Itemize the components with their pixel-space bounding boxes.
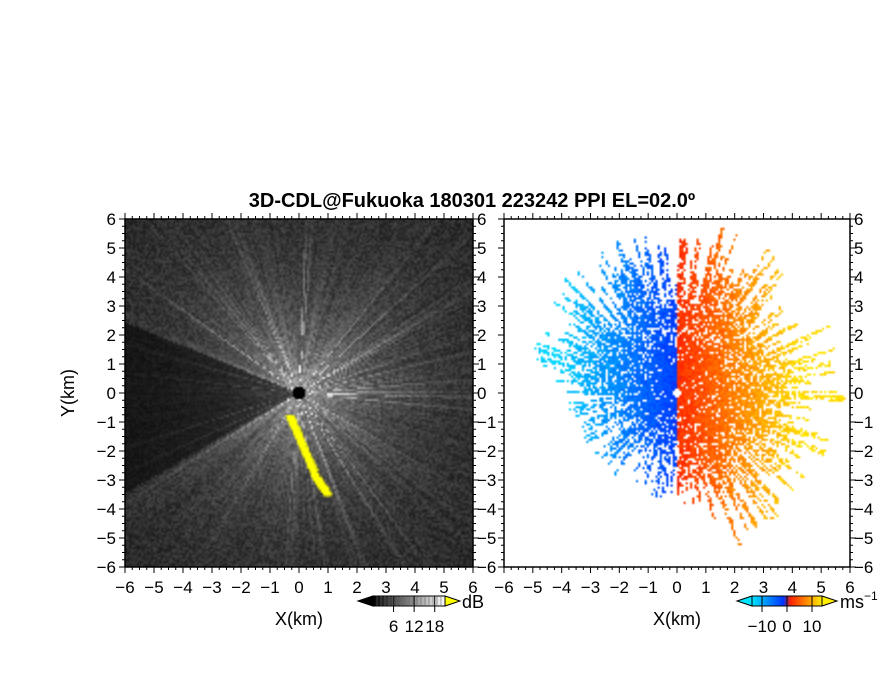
velocity-colorbar-ticks: −10 0 10 <box>748 596 822 636</box>
backscatter-intensity-map <box>125 219 473 567</box>
left-y-tick-label: 3 <box>107 297 116 316</box>
intensity-colorbar-ticks: 6 12 18 <box>376 596 444 636</box>
radial-velocity-map <box>504 219 850 567</box>
left-y-tick-label-right: 2 <box>477 326 486 345</box>
velocity-colorbar-unit-base: ms <box>840 592 864 612</box>
left-y-tick-label: −3 <box>97 471 116 490</box>
right-x-tick-label: 1 <box>701 578 710 597</box>
right-y-tick-label-right: −5 <box>854 529 873 548</box>
left-y-tick-label: 0 <box>107 384 116 403</box>
right-x-tick-label: 0 <box>672 578 681 597</box>
left-y-tick-label-right: 6 <box>477 210 486 229</box>
right-x-tick-label: 3 <box>759 578 768 597</box>
intensity-colorbar-under-arrow <box>356 595 374 607</box>
right-x-tick-label: −5 <box>523 578 542 597</box>
left-y-tick-label-right: −1 <box>477 413 496 432</box>
right-y-tick-label-right: 6 <box>854 210 863 229</box>
right-x-tick-label: 4 <box>788 578 797 597</box>
left-y-tick-label: 6 <box>107 210 116 229</box>
intensity-colorbar-tick-label: 18 <box>425 617 444 636</box>
intensity-colorbar-tick-label: 12 <box>405 617 424 636</box>
left-y-tick-label-right: 1 <box>477 355 486 374</box>
left-y-tick-label: −4 <box>97 500 116 519</box>
right-y-tick-label-right: −2 <box>854 442 873 461</box>
left-x-tick-label: 5 <box>439 578 448 597</box>
velocity-colorbar: −10 0 10 ms−1 <box>735 589 878 636</box>
right-x-tick-label: −6 <box>494 578 513 597</box>
left-x-tick-label: −6 <box>115 578 134 597</box>
left-y-tick-label-right: −6 <box>477 558 496 577</box>
left-x-tick-label: 1 <box>323 578 332 597</box>
left-y-tick-label: −2 <box>97 442 116 461</box>
left-y-tick-label: 2 <box>107 326 116 345</box>
left-y-tick-label: 5 <box>107 239 116 258</box>
right-y-tick-label-right: −6 <box>854 558 873 577</box>
right-y-tick-label-right: 1 <box>854 355 863 374</box>
left-x-axis-label: X(km) <box>275 609 323 629</box>
left-y-tick-label-right: −5 <box>477 529 496 548</box>
right-y-tick-label-right: 2 <box>854 326 863 345</box>
left-x-tick-label: 2 <box>352 578 361 597</box>
left-y-tick-label-right: 5 <box>477 239 486 258</box>
figure-title: 3D-CDL@Fukuoka 180301 223242 PPI EL=02.0… <box>249 190 695 212</box>
right-x-tick-label: −4 <box>552 578 571 597</box>
left-axes: −6 −5 −4 −3 −2 −1 0 1 2 3 4 5 66 65 54 43 32 21 10 0−1 −1−2−… <box>97 210 497 597</box>
left-x-tick-label: −2 <box>231 578 250 597</box>
velocity-colorbar-tick-label: 10 <box>803 617 822 636</box>
right-x-tick-label: 6 <box>845 578 854 597</box>
right-y-tick-label-right: −4 <box>854 500 873 519</box>
left-x-tick-label: 4 <box>410 578 419 597</box>
right-x-tick-label: −3 <box>581 578 600 597</box>
left-y-tick-label: −6 <box>97 558 116 577</box>
left-y-tick-label: 1 <box>107 355 116 374</box>
right-x-tick-label: 5 <box>816 578 825 597</box>
left-x-tick-label: −1 <box>260 578 279 597</box>
left-y-tick-label-right: 0 <box>477 384 486 403</box>
velocity-colorbar-unit: ms−1 <box>840 589 878 612</box>
right-y-tick-label-right: 3 <box>854 297 863 316</box>
intensity-colorbar-unit: dB <box>462 592 484 612</box>
left-y-tick-label: −5 <box>97 529 116 548</box>
left-x-tick-label: 3 <box>381 578 390 597</box>
right-y-tick-label-right: −1 <box>854 413 873 432</box>
velocity-colorbar-under-arrow <box>735 595 753 607</box>
left-y-tick-label-right: −3 <box>477 471 496 490</box>
left-x-tick-label: 6 <box>468 578 477 597</box>
right-x-tick-label: −1 <box>638 578 657 597</box>
left-x-tick-label: −4 <box>173 578 192 597</box>
left-y-tick-label: 4 <box>107 268 116 287</box>
left-x-tick-label: −5 <box>144 578 163 597</box>
left-y-tick-label-right: −4 <box>477 500 496 519</box>
intensity-colorbar-tick-label: 6 <box>389 617 398 636</box>
right-x-tick-label: −2 <box>610 578 629 597</box>
velocity-colorbar-unit-exponent: −1 <box>864 589 878 603</box>
left-y-axis-label: Y(km) <box>58 369 78 417</box>
left-panel: −6 −5 −4 −3 −2 −1 0 1 2 3 4 5 66 65 54 43 32 21 10 0−1 −1−2−… <box>58 210 496 629</box>
velocity-colorbar-tick-label: 0 <box>782 617 791 636</box>
left-y-tick-label-right: −2 <box>477 442 496 461</box>
left-y-tick-label-right: 3 <box>477 297 486 316</box>
right-y-tick-label-right: 4 <box>854 268 863 287</box>
velocity-colorbar-over-arrow <box>821 595 839 607</box>
intensity-colorbar-over-arrow <box>444 595 462 607</box>
left-y-tick-label: −1 <box>97 413 116 432</box>
velocity-colorbar-tick-label: −10 <box>748 617 777 636</box>
right-y-tick-label-right: 5 <box>854 239 863 258</box>
right-y-tick-label-right: 0 <box>854 384 863 403</box>
left-x-tick-label: 0 <box>294 578 303 597</box>
left-y-tick-label-right: 4 <box>477 268 486 287</box>
right-x-axis-label: X(km) <box>653 609 701 629</box>
right-y-tick-label-right: −3 <box>854 471 873 490</box>
intensity-colorbar: 6 12 18 dB <box>356 592 484 636</box>
right-x-tick-label: 2 <box>730 578 739 597</box>
left-x-tick-label: −3 <box>202 578 221 597</box>
